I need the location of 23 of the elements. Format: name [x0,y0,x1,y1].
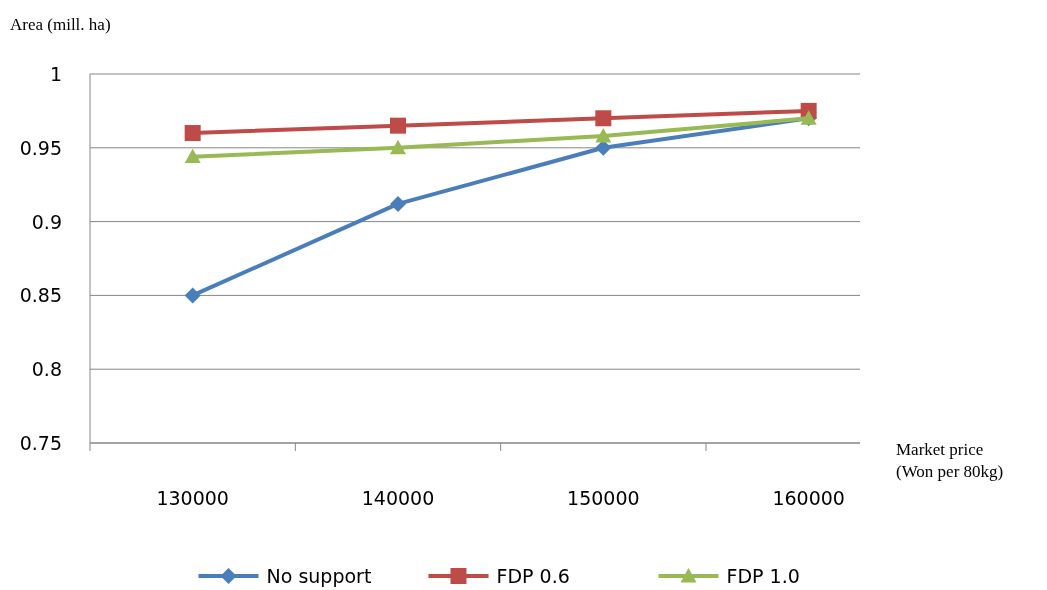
y-axis-title: Area (mill. ha) [10,15,111,34]
x-tick-label: 130000 [156,487,229,509]
x-tick-label: 150000 [567,487,640,509]
y-tick-label: 0.75 [19,432,62,454]
point [595,110,612,127]
x-tick-label: 160000 [772,487,845,509]
point [595,127,612,143]
x-axis-title: Market price (Won per 80kg) [896,440,1004,481]
y-tick-label: 1 [49,63,62,85]
y-tick-label: 0.95 [19,136,62,159]
point [390,117,406,134]
point [184,287,201,304]
y-tick-label: 0.8 [31,358,62,381]
x-tick-label: 140000 [361,487,435,509]
point [184,125,201,142]
point [390,139,406,155]
legend-label: No support [266,565,372,587]
point [390,195,406,212]
point [184,148,201,164]
y-tick-label: 0.9 [31,210,62,233]
legend-label: FDP 0.6 [496,565,570,587]
legend-label: FDP 1.0 [726,565,800,587]
y-tick-label: 0.85 [19,284,62,307]
